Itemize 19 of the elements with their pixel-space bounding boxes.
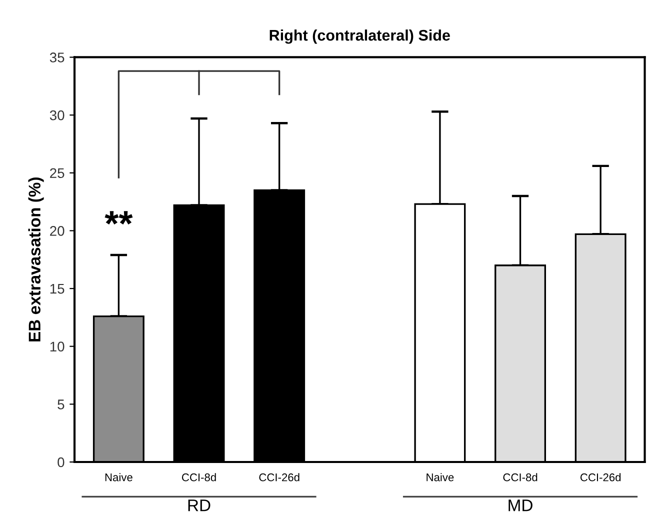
y-tick-label: 35 — [50, 52, 64, 62]
y-tick-label: 5 — [58, 400, 64, 410]
y-tick-label: 10 — [50, 342, 64, 352]
chart-title: Right (contralateral) Side — [270, 29, 450, 44]
y-tick-label: 0 — [58, 457, 64, 468]
x-tick-label: CCI-26d — [580, 473, 621, 482]
x-tick-label: Naive — [105, 473, 132, 482]
y-tick-label: 30 — [50, 110, 64, 120]
x-tick-label: Naive — [426, 473, 454, 482]
y-axis-title: EB extravasation (%) — [28, 178, 44, 342]
y-tick-label: 15 — [50, 284, 64, 294]
y-tick-label: 25 — [50, 168, 64, 178]
x-tick-label: CCI-8d — [182, 473, 216, 482]
text: RD — [188, 500, 210, 512]
annotation: ** — [104, 211, 133, 225]
y-tick-label: 20 — [50, 226, 64, 236]
text: MD — [508, 500, 532, 512]
x-tick-label: CCI-8d — [503, 473, 538, 482]
x-tick-label: CCI-26d — [259, 473, 300, 482]
